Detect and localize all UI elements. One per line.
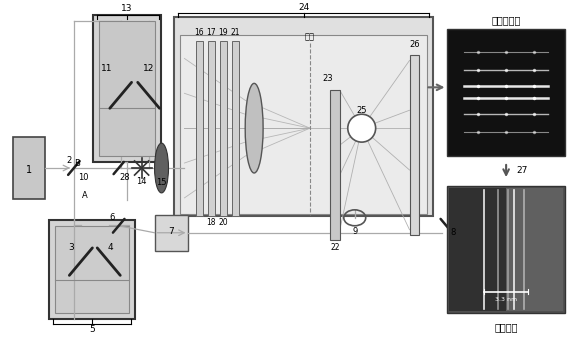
Text: 3.3 nm: 3.3 nm	[495, 297, 517, 302]
Text: 12: 12	[143, 64, 154, 73]
Text: 1: 1	[26, 165, 32, 175]
Bar	[175, 17, 433, 216]
Text: 6: 6	[109, 213, 114, 222]
Text: 衍射空间图: 衍射空间图	[492, 16, 521, 26]
Bar	[232, 41, 239, 216]
Text: 16: 16	[194, 28, 204, 37]
Text: 26: 26	[409, 40, 420, 49]
Text: 15: 15	[157, 178, 167, 188]
Bar	[208, 41, 215, 216]
Ellipse shape	[155, 143, 169, 193]
Bar	[55, 226, 128, 313]
Bar	[220, 41, 227, 216]
Bar	[506, 188, 563, 311]
Text: 2: 2	[67, 155, 71, 165]
Text: 11: 11	[101, 64, 113, 73]
Bar	[155, 215, 189, 251]
Text: 25: 25	[356, 106, 367, 115]
Text: 21: 21	[231, 28, 240, 37]
Text: 18: 18	[207, 218, 216, 227]
Text: 13: 13	[121, 4, 133, 13]
Text: 23: 23	[322, 74, 333, 83]
Text: 27: 27	[516, 166, 528, 176]
Bar	[13, 137, 45, 199]
Text: 8: 8	[451, 228, 456, 237]
Text: 19: 19	[218, 28, 228, 37]
Bar	[330, 90, 340, 240]
Bar	[93, 15, 161, 162]
Bar	[447, 186, 565, 313]
Text: 14: 14	[137, 177, 147, 187]
Text: 7: 7	[169, 227, 175, 236]
Text: 22: 22	[330, 243, 339, 252]
Bar	[196, 41, 203, 216]
Bar	[449, 188, 506, 311]
Text: B: B	[74, 159, 80, 167]
Bar	[49, 220, 135, 320]
Text: 5: 5	[89, 325, 95, 334]
Text: A: A	[82, 191, 88, 201]
Circle shape	[347, 114, 376, 142]
Bar	[99, 20, 155, 156]
Bar	[447, 29, 565, 156]
Bar	[180, 34, 427, 214]
Text: 实空间图: 实空间图	[495, 322, 518, 332]
Text: 4: 4	[108, 243, 113, 252]
Text: 焦面: 焦面	[305, 32, 315, 41]
Text: 24: 24	[298, 3, 310, 12]
Text: 9: 9	[352, 227, 357, 236]
Text: 10: 10	[78, 174, 88, 182]
Ellipse shape	[245, 83, 263, 173]
Text: 3: 3	[68, 243, 74, 252]
Text: 28: 28	[119, 174, 130, 182]
Text: 17: 17	[207, 28, 216, 37]
Bar	[409, 56, 419, 235]
Text: 20: 20	[218, 218, 228, 227]
